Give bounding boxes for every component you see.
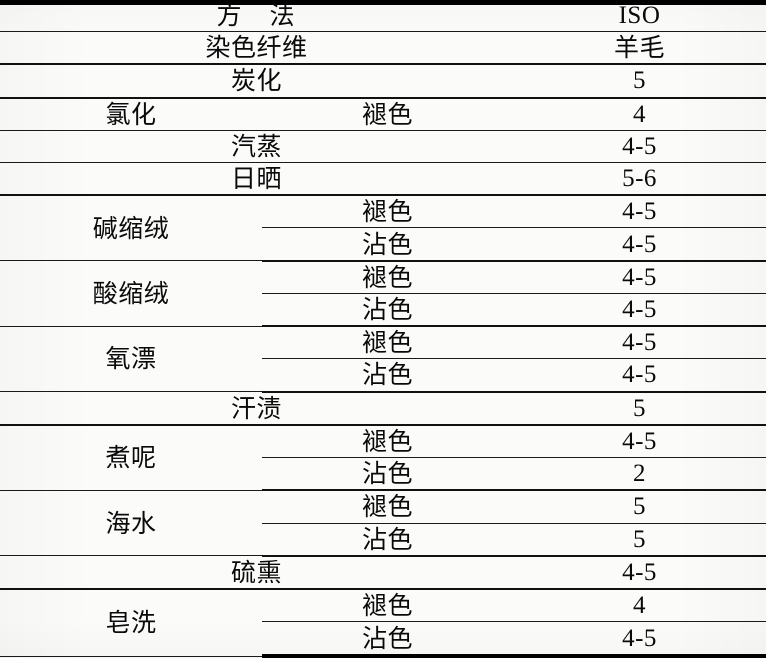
cell-method-header: 方 法 — [0, 0, 514, 32]
cell-sub-soaping-stain: 沾色 — [262, 621, 514, 658]
cell-sub-alkali-milling-fade: 褪色 — [262, 195, 514, 229]
cell-value-seawater-fade: 5 — [513, 490, 766, 524]
cell-method-acid-milling: 酸缩绒 — [0, 260, 262, 327]
table-row-seawater-fade: 海水 褪色 5 — [0, 490, 766, 557]
cell-sub-oxygen-bleach-fade: 褪色 — [262, 326, 514, 360]
cell-value-oxygen-bleach-stain: 4-5 — [513, 358, 766, 393]
cell-sub-seawater-stain: 沾色 — [262, 523, 514, 557]
cell-method-perspiration: 汗渍 — [0, 391, 514, 426]
table-row-sulfur-fumigation: 硫熏 4-5 — [0, 555, 766, 591]
table-row-soaping-fade: 皂洗 褪色 4 — [0, 589, 766, 657]
cell-method-seawater: 海水 — [0, 490, 262, 557]
cell-method-steaming: 汽蒸 — [0, 130, 514, 163]
cell-sub-oxygen-bleach-stain: 沾色 — [262, 358, 514, 393]
table-row-oxygen-bleach-fade: 氧漂 褪色 4-5 — [0, 326, 766, 393]
cell-value-oxygen-bleach-fade: 4-5 — [513, 326, 766, 360]
cell-method-sunlight: 日晒 — [0, 162, 514, 197]
cell-sub-alkali-milling-stain: 沾色 — [262, 227, 514, 262]
cell-fiber-value: 羊毛 — [513, 31, 766, 66]
cell-method-carbonizing: 炭化 — [0, 64, 514, 99]
table-row-steaming: 汽蒸 4-5 — [0, 130, 766, 163]
table-row-acid-milling-stain: 沾色 4-5 — [0, 293, 766, 328]
method-header-text: 方 法 — [216, 1, 305, 30]
cell-value-crabbing-stain: 2 — [513, 457, 766, 492]
cell-value-crabbing-fade: 4-5 — [513, 424, 766, 459]
table-row-header-method: 方 法 ISO — [0, 0, 766, 32]
cell-sub-seawater-fade: 褪色 — [262, 490, 514, 524]
cell-sub-acid-milling-stain: 沾色 — [262, 293, 514, 328]
cell-sub-crabbing-stain: 沾色 — [262, 457, 514, 492]
table-row-carbonizing: 炭化 5 — [0, 64, 766, 99]
table-row-sunlight: 日晒 5-6 — [0, 162, 766, 197]
cell-value-acid-milling-stain: 4-5 — [513, 293, 766, 328]
cell-iso-header: ISO — [513, 0, 766, 32]
cell-value-acid-milling-fade: 4-5 — [513, 260, 766, 294]
cell-value-alkali-milling-stain: 4-5 — [513, 227, 766, 262]
cell-value-soaping-stain: 4-5 — [513, 621, 766, 658]
cell-value-perspiration: 5 — [513, 391, 766, 426]
table-row-crabbing-stain: 沾色 2 — [0, 457, 766, 492]
table-row-alkali-milling-stain: 沾色 4-5 — [0, 227, 766, 262]
cell-value-steaming: 4-5 — [513, 130, 766, 163]
cell-value-sunlight: 5-6 — [513, 162, 766, 197]
cell-value-carbonizing: 5 — [513, 64, 766, 99]
table-row-soaping-stain: 沾色 4-5 — [0, 621, 766, 658]
cell-method-chlorination: 氯化 — [0, 97, 262, 131]
cell-fiber-label: 染色纤维 — [0, 31, 514, 66]
cell-sub-chlorination-fade: 褪色 — [262, 97, 514, 131]
table-row-fiber: 染色纤维 羊毛 — [0, 31, 766, 66]
table-row-acid-milling-fade: 酸缩绒 褪色 4-5 — [0, 260, 766, 327]
table-row-oxygen-bleach-stain: 沾色 4-5 — [0, 358, 766, 393]
table-row-alkali-milling-fade: 碱缩绒 褪色 4-5 — [0, 195, 766, 262]
cell-sub-crabbing-fade: 褪色 — [262, 424, 514, 459]
cell-method-sulfur-fumigation: 硫熏 — [0, 555, 514, 591]
table-row-seawater-stain: 沾色 5 — [0, 523, 766, 557]
cell-value-sulfur-fumigation: 4-5 — [513, 555, 766, 591]
cell-value-chlorination-fade: 4 — [513, 97, 766, 131]
cell-value-soaping-fade: 4 — [513, 589, 766, 623]
table-row-perspiration: 汗渍 5 — [0, 391, 766, 426]
cell-value-seawater-stain: 5 — [513, 523, 766, 557]
cell-method-alkali-milling: 碱缩绒 — [0, 195, 262, 262]
cell-sub-acid-milling-fade: 褪色 — [262, 260, 514, 294]
cell-value-alkali-milling-fade: 4-5 — [513, 195, 766, 229]
cell-sub-soaping-fade: 褪色 — [262, 589, 514, 623]
table-row-crabbing-fade: 煮呢 褪色 4-5 — [0, 424, 766, 491]
cell-method-soaping: 皂洗 — [0, 589, 262, 657]
cell-method-oxygen-bleach: 氧漂 — [0, 326, 262, 393]
table-row-chlorination: 氯化 褪色 4 — [0, 97, 766, 131]
cell-method-crabbing: 煮呢 — [0, 424, 262, 491]
